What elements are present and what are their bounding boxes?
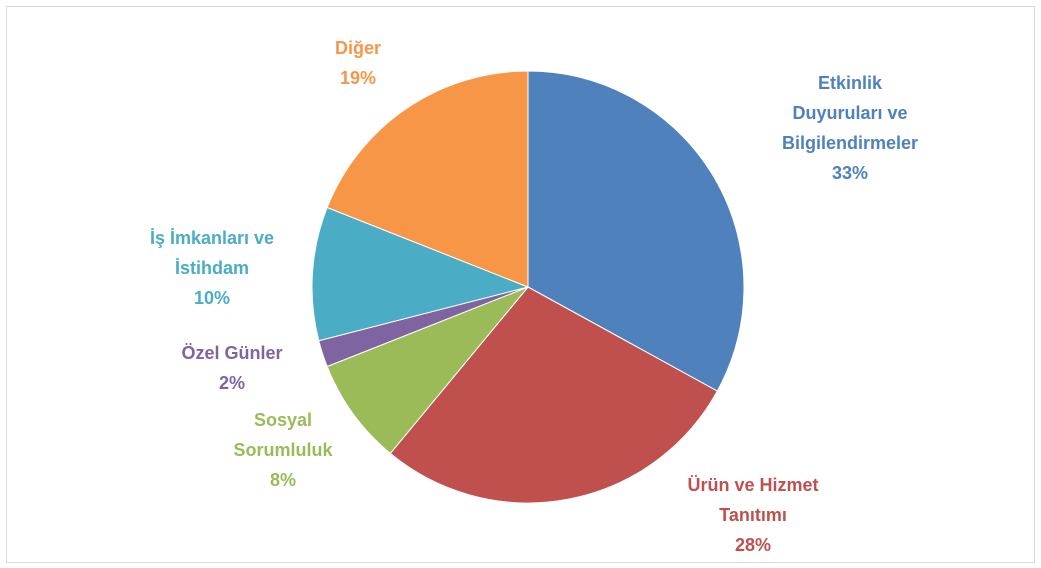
pie-slice xyxy=(326,286,529,455)
pie-slice xyxy=(311,206,530,342)
category-label: Etkinlik Duyuruları ve Bilgilendirmeler xyxy=(781,73,919,153)
pie-slice xyxy=(389,286,718,504)
category-label: İş İmkanları ve İstihdam xyxy=(149,228,275,278)
slice-label: Sosyal Sorumluluk 8% xyxy=(223,405,343,495)
value-label: 10% xyxy=(193,288,231,308)
value-label: 19% xyxy=(339,68,377,88)
slice-label: Etkinlik Duyuruları ve Bilgilendirmeler 3… xyxy=(775,68,925,188)
value-label: 33% xyxy=(831,163,869,183)
slice-label: İş İmkanları ve İstihdam 10% xyxy=(127,223,297,313)
pie-slice xyxy=(326,70,529,288)
value-label: 2% xyxy=(218,373,245,393)
value-label: 8% xyxy=(269,470,296,490)
slice-label: Özel Günler 2% xyxy=(147,338,317,398)
category-label: Ürün ve Hizmet Tanıtımı xyxy=(687,475,819,525)
slice-label: Diğer 19% xyxy=(298,33,418,93)
pie-slice xyxy=(527,70,745,392)
category-label: Diğer xyxy=(334,38,381,58)
category-label: Sosyal Sorumluluk xyxy=(233,410,333,460)
value-label: 28% xyxy=(734,535,772,555)
category-label: Özel Günler xyxy=(181,343,283,363)
slice-label: Ürün ve Hizmet Tanıtımı 28% xyxy=(668,470,838,560)
